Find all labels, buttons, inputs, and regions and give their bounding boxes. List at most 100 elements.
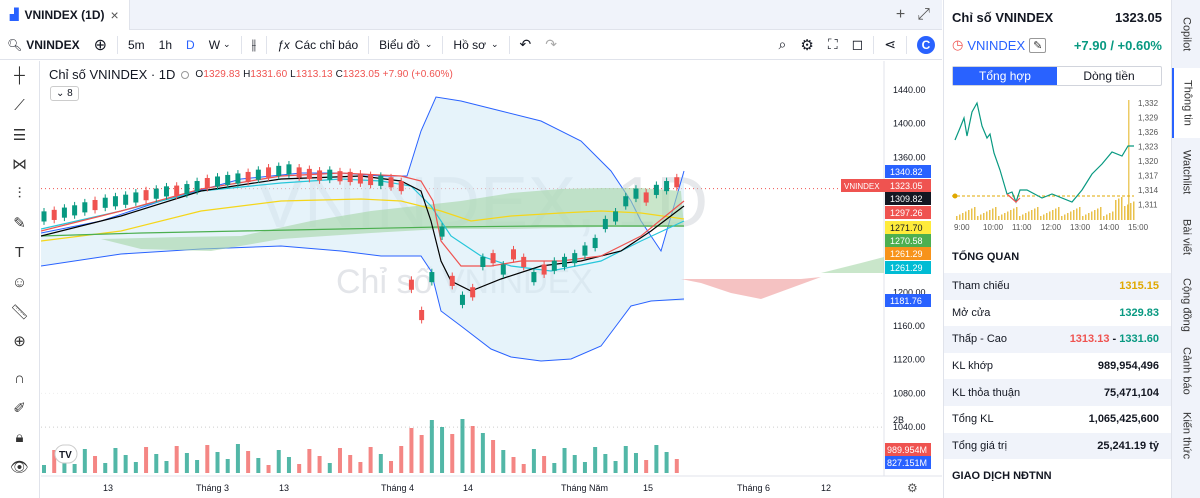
mini-volume-bar [995, 207, 997, 220]
volume-bar [633, 453, 638, 473]
candle-body [337, 171, 343, 182]
mini-x-label: 9:00 [954, 223, 970, 232]
divider [116, 35, 118, 54]
zoom-in-icon[interactable]: ⊕ [13, 333, 26, 351]
brush-icon[interactable]: ✎ [13, 215, 26, 233]
candle-body [643, 192, 649, 203]
fullscreen-icon[interactable]: ⛶ [827, 36, 838, 52]
volume-bar [460, 419, 465, 473]
sidetab-knowledge[interactable]: Kiến thức [1180, 412, 1193, 460]
sidetab-posts[interactable]: Bài viết [1180, 218, 1193, 256]
close-tab-icon[interactable]: × [110, 6, 119, 23]
emoji-icon[interactable]: ☺ [11, 273, 28, 291]
volume-bar [664, 452, 669, 473]
mini-volume-bar [992, 208, 994, 220]
price-tag [885, 179, 931, 192]
mini-volume-bar [1076, 208, 1078, 220]
share-icon[interactable]: ⋖ [884, 36, 896, 52]
interval-5m[interactable]: 5m [127, 37, 145, 52]
price-tag [885, 294, 931, 307]
volume-bar [562, 448, 567, 473]
interval-w[interactable]: W ⌄ [208, 37, 231, 52]
ruler-icon[interactable]: 📏︎ [9, 303, 30, 321]
horizontal-lines-icon[interactable]: ☰ [12, 126, 27, 144]
candle-body [245, 171, 251, 183]
candle-body [112, 196, 118, 207]
snapshot-icon[interactable]: ◻ [851, 36, 864, 52]
interval-d[interactable]: D [186, 37, 195, 52]
mini-volume-bar [1115, 200, 1117, 220]
lock-icon[interactable]: 🔒︎ [15, 429, 24, 447]
tab-dong-tien[interactable]: Dòng tiền [1083, 69, 1135, 83]
divider [873, 35, 875, 54]
profile-button[interactable]: Hồ sơ ⌄ [453, 37, 499, 52]
panel-tabs: Tổng hợp Dòng tiền [952, 66, 1162, 86]
chart-type-button[interactable]: Biểu đồ ⌄ [379, 37, 433, 52]
info-panel: Chỉ số VNINDEX 1323.05 ◷ VNINDEX ✎ +7.90 /… [943, 0, 1171, 498]
legend-collapse-button[interactable]: ⌄ 8 [50, 86, 79, 101]
volume-bar [419, 435, 424, 473]
text-icon[interactable]: T [14, 244, 25, 262]
crosshair-icon[interactable]: ┼ [14, 67, 25, 85]
quick-search-icon[interactable]: ⌕ [778, 36, 787, 52]
candle-body [163, 186, 169, 197]
sidetab-watchlist[interactable]: Watchlist [1180, 149, 1193, 195]
symbol-search-button[interactable]: 🔍︎ VNINDEX [7, 37, 80, 52]
sidetab-copilot[interactable]: Copilot [1180, 16, 1193, 52]
tradingview-logo-text: TV [59, 450, 72, 461]
price-tag [885, 165, 931, 178]
sidetab-community[interactable]: Cộng đồng [1180, 278, 1193, 332]
ma-yellow [41, 198, 685, 242]
lock-drawing-icon[interactable]: ✐ [13, 400, 26, 418]
time-axis-label: 12 [821, 483, 831, 493]
mini-volume-bar [1070, 211, 1072, 220]
indicators-button[interactable]: ƒx Các chỉ báo [277, 37, 359, 52]
brand-logo-icon[interactable]: C [910, 30, 942, 60]
candle-body [398, 181, 404, 192]
fib-icon[interactable]: ⫶ [17, 185, 22, 203]
price-axis-label: 1160.00 [893, 321, 925, 331]
volume-bar [327, 463, 332, 473]
pattern-icon[interactable]: ⋈ [12, 156, 27, 174]
price-tag-label: 1270.58 [890, 236, 923, 246]
redo-icon[interactable]: ↷ [545, 36, 557, 52]
tab-title: VNINDEX (1D) [24, 7, 105, 22]
undo-icon[interactable]: ↶ [519, 36, 532, 52]
candle-body [235, 173, 241, 184]
edit-icon[interactable]: ✎ [1029, 37, 1047, 53]
mini-volume-bar [1034, 208, 1036, 220]
eye-icon[interactable]: 👁︎ [9, 459, 30, 477]
price-axis-label: 1040.00 [893, 422, 926, 432]
mini-volume-bar [1118, 198, 1120, 220]
time-axis-label: 15 [643, 483, 653, 493]
volume-bar [521, 464, 526, 473]
candle-body [653, 184, 659, 195]
trend-line-icon[interactable]: ⟋ [14, 96, 25, 114]
chart-tab[interactable]: ▟ VNINDEX (1D) × [0, 0, 130, 30]
chart-area[interactable]: VNINDEX, 1DChỉ số VNINDEX1440.001400.001… [41, 61, 942, 498]
magnet-icon[interactable]: ∩ [14, 370, 25, 388]
candle-body [153, 188, 159, 199]
mini-volume-bar [1082, 216, 1084, 220]
candle-body [143, 190, 149, 201]
ohlc-values: O1329.83 H1331.60 L1313.13 C1323.05 +7.9… [195, 69, 453, 80]
settings-icon[interactable]: ⚙ [800, 36, 814, 54]
sidetab-alerts[interactable]: Cảnh báo [1180, 347, 1193, 395]
table-row: Tổng giá trị 25,241.19 tỷ [944, 432, 1171, 460]
interval-1h[interactable]: 1h [158, 37, 173, 52]
panel-symbol[interactable]: VNINDEX [967, 37, 1026, 53]
candle-type-button[interactable]: ⫲ [251, 36, 257, 52]
overview-heading: TỔNG QUAN [952, 251, 1020, 263]
sidetab-info[interactable]: Thông tin [1172, 68, 1200, 138]
expand-icon[interactable]: ⤢ [917, 5, 930, 23]
add-tab-icon[interactable]: + [895, 5, 906, 23]
price-tag-label: 1271.70 [890, 223, 923, 233]
volume-tag [885, 456, 931, 469]
table-row: KL thỏa thuận 75,471,104 [944, 379, 1171, 406]
compare-button[interactable]: ⊕ [93, 36, 107, 54]
mini-price-line [954, 101, 1134, 204]
tab-tong-hop[interactable]: Tổng hợp [953, 67, 1057, 85]
volume-tag [885, 443, 931, 456]
price-chart[interactable]: VNINDEX, 1DChỉ số VNINDEX1440.001400.001… [41, 61, 942, 498]
ichimoku-cloud-green [101, 188, 684, 251]
